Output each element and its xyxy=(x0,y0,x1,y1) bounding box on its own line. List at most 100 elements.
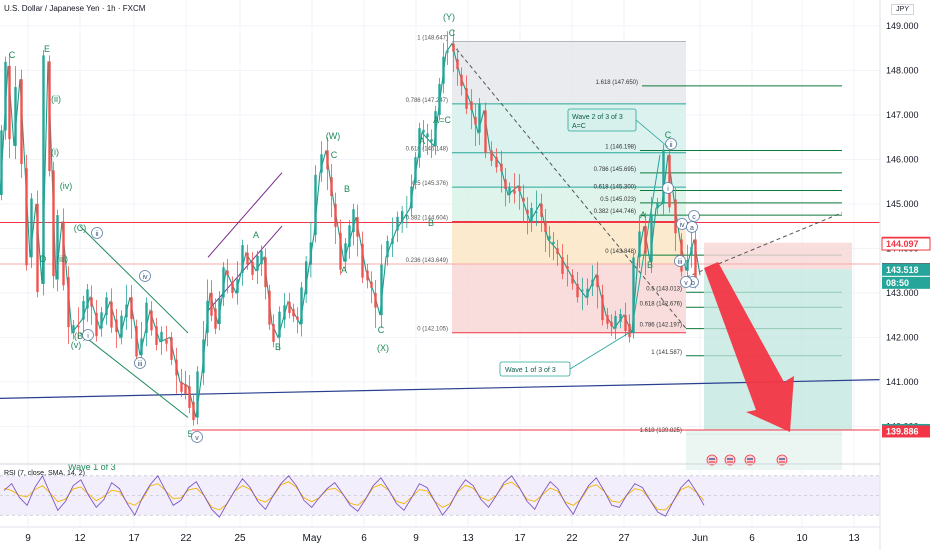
wave-label: i xyxy=(87,333,89,340)
candle-body xyxy=(601,295,604,321)
candle-body xyxy=(674,199,677,234)
fib-ext-label: 1.618 (147.650) xyxy=(596,80,638,86)
wave-marker xyxy=(82,329,94,341)
candle-body xyxy=(610,321,613,327)
candle-body xyxy=(540,203,543,217)
candle-body xyxy=(283,305,286,320)
wave-label: (W) xyxy=(326,131,341,141)
candle-body xyxy=(226,270,229,276)
time-tick-label: 25 xyxy=(234,533,246,544)
candle-body xyxy=(694,239,697,284)
candle-body xyxy=(535,211,538,213)
candle-body xyxy=(20,79,23,164)
price-label-box xyxy=(882,425,930,438)
candle-body xyxy=(644,226,647,254)
candle-body xyxy=(380,264,383,316)
wave-label: ii xyxy=(669,142,673,149)
candle-body xyxy=(105,297,108,316)
forecast-arrow xyxy=(704,262,794,432)
candle-body xyxy=(130,297,133,320)
wave-label: C xyxy=(665,130,672,140)
candle-body xyxy=(556,248,559,254)
wave-label: (C) xyxy=(74,223,87,233)
candle-body xyxy=(160,331,163,342)
candle-body xyxy=(48,61,51,172)
candle-body xyxy=(90,297,93,307)
time-tick-label: May xyxy=(303,533,322,544)
candle-body xyxy=(309,242,313,265)
wave-label: (v) xyxy=(71,340,82,350)
candle-body xyxy=(206,300,209,333)
candle-body xyxy=(434,111,437,146)
wave-1-of-3-caption: Wave 1 of 3 xyxy=(68,462,116,472)
candle-body xyxy=(170,337,173,360)
price-label-box xyxy=(882,263,930,276)
candle-body xyxy=(334,203,337,227)
fib-level-label: 0.236 (143.649) xyxy=(406,258,448,264)
candle-body xyxy=(391,238,394,244)
time-tick-label: 13 xyxy=(462,533,474,544)
candle-body xyxy=(165,339,168,344)
candle-body xyxy=(396,216,399,231)
channel-line xyxy=(79,225,189,334)
wave-marker xyxy=(662,182,674,194)
candle-body xyxy=(188,386,191,408)
candle-body xyxy=(260,250,263,264)
candle-body xyxy=(300,287,303,325)
wave-label: C xyxy=(449,28,456,38)
candle-body xyxy=(504,179,507,189)
callout-wave-1: Wave 1 of 3 of 3 xyxy=(505,367,556,374)
wave-label: E xyxy=(44,44,50,54)
fib-ext-label: 1 (146.198) xyxy=(605,145,636,151)
currency-badge[interactable]: JPY xyxy=(891,4,914,15)
wave-label: A xyxy=(419,136,425,146)
wave-marker xyxy=(139,270,151,282)
wave-label: c xyxy=(692,214,696,221)
candle-body xyxy=(115,319,118,333)
wave-label: C xyxy=(9,50,16,60)
candle-body xyxy=(628,324,631,338)
time-tick-label: 22 xyxy=(566,533,578,544)
fib-ext-label: 0.5 (145.023) xyxy=(600,197,636,203)
candle-body xyxy=(14,87,17,146)
candle-body xyxy=(513,190,516,194)
wave-label: (B) xyxy=(74,331,86,341)
candle-body xyxy=(222,267,225,298)
candle-body xyxy=(135,326,138,357)
time-tick-label: 6 xyxy=(749,533,755,544)
candle-body xyxy=(490,150,493,161)
candle-body xyxy=(241,245,244,273)
candle-body xyxy=(414,157,417,184)
time-tick-label: 17 xyxy=(128,533,140,544)
time-tick-label: 13 xyxy=(848,533,860,544)
candle-body xyxy=(430,139,433,142)
wave-label: C xyxy=(378,325,385,335)
candle-body xyxy=(326,150,329,170)
wave-marker xyxy=(674,255,686,267)
candle-body xyxy=(484,110,487,153)
candle-body xyxy=(495,157,498,168)
candle-body xyxy=(522,197,525,202)
candle-body xyxy=(374,292,377,308)
fib-level-label: 0.382 (144.604) xyxy=(406,215,448,221)
price-label: 08:50 xyxy=(886,278,909,288)
candle-body xyxy=(86,289,89,309)
candle-body xyxy=(561,257,564,274)
candle-body xyxy=(361,243,364,278)
candle-body xyxy=(95,312,98,337)
candle-body xyxy=(386,240,389,258)
price-label: 144.097 xyxy=(886,239,919,249)
candle-body xyxy=(251,261,254,275)
candle-body xyxy=(662,149,665,204)
fib-ext-label: 0.382 (144.746) xyxy=(594,209,636,215)
candle-body xyxy=(77,326,80,328)
fib-zone xyxy=(452,41,686,104)
candle-body xyxy=(460,74,463,87)
candle-body xyxy=(214,308,217,329)
candle-body xyxy=(82,301,85,320)
wave-marker xyxy=(665,138,677,150)
rsi-signal-line xyxy=(3,481,705,511)
fib-ext-label: 0.618 (145.300) xyxy=(594,184,636,190)
